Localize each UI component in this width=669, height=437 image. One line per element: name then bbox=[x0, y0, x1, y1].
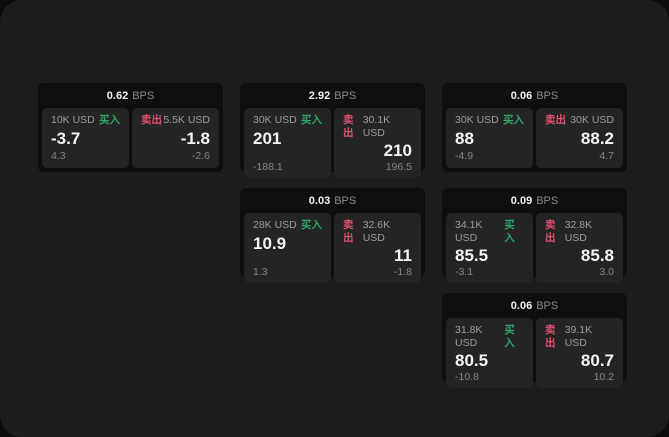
buy-label: 买入 bbox=[503, 114, 524, 126]
quote-card: 2.92 BPS 30K USD 买入 201 -188.1 卖出 30.1K … bbox=[240, 83, 425, 179]
bps-value: 0.09 bbox=[510, 194, 533, 207]
sell-amount: 30.1K USD bbox=[362, 114, 391, 139]
sell-sub-value: -2.6 bbox=[191, 150, 210, 163]
bps-header: 2.92 BPS bbox=[240, 83, 425, 108]
buy-panel[interactable]: 10K USD 买入 -3.7 4.3 bbox=[42, 108, 129, 168]
sell-panel[interactable]: 卖出 30K USD 88.2 4.7 bbox=[536, 108, 623, 168]
sell-panel[interactable]: 卖出 5.5K USD -1.8 -2.6 bbox=[132, 108, 219, 168]
buy-sub-value: -10.8 bbox=[455, 370, 479, 383]
bps-header: 0.62 BPS bbox=[38, 83, 223, 108]
sell-panel[interactable]: 卖出 32.8K USD 85.8 3.0 bbox=[536, 213, 623, 284]
buy-amount: 30K USD bbox=[253, 114, 297, 126]
buy-sub-value: -3.1 bbox=[455, 265, 474, 278]
sell-amount: 32.6K USD bbox=[362, 219, 391, 244]
buy-price: 88 bbox=[455, 128, 474, 148]
sell-sub-value: 10.2 bbox=[593, 370, 614, 383]
sell-amount: 39.1K USD bbox=[564, 324, 593, 349]
sell-amount: 32.8K USD bbox=[564, 219, 593, 244]
quote-card: 0.03 BPS 28K USD 买入 10.9 1.3 卖出 32.6K US… bbox=[240, 188, 425, 284]
sell-sub-value: -1.8 bbox=[393, 265, 412, 278]
sell-price: 88.2 bbox=[580, 128, 614, 148]
buy-sub-value: -4.9 bbox=[455, 150, 474, 163]
bps-value: 0.62 bbox=[106, 89, 129, 102]
buy-price: -3.7 bbox=[51, 128, 81, 148]
buy-label: 买入 bbox=[301, 219, 322, 231]
quote-card: 0.06 BPS 30K USD 买入 88 -4.9 卖出 30K USD bbox=[442, 83, 627, 172]
buy-price: 10.9 bbox=[253, 233, 287, 253]
buy-amount: 34.1K USD bbox=[455, 219, 483, 244]
sell-label: 卖出 bbox=[343, 219, 354, 244]
sell-sub-value: 3.0 bbox=[599, 265, 614, 278]
sell-label: 卖出 bbox=[343, 114, 354, 139]
buy-panel[interactable]: 30K USD 买入 88 -4.9 bbox=[446, 108, 533, 168]
sell-amount: 30K USD bbox=[570, 114, 614, 126]
buy-label: 买入 bbox=[99, 114, 120, 126]
sell-price: 80.7 bbox=[580, 351, 614, 371]
buy-label: 买入 bbox=[301, 114, 322, 126]
buy-panel[interactable]: 30K USD 买入 201 -188.1 bbox=[244, 108, 331, 179]
bps-unit-label: BPS bbox=[334, 194, 357, 207]
sell-label: 卖出 bbox=[545, 219, 556, 244]
bps-header: 0.09 BPS bbox=[442, 188, 627, 213]
sell-panel[interactable]: 卖出 30.1K USD 210 196.5 bbox=[334, 108, 421, 179]
buy-amount: 31.8K USD bbox=[455, 324, 483, 349]
bps-unit-label: BPS bbox=[536, 89, 559, 102]
buy-label: 买入 bbox=[504, 219, 515, 244]
sell-sub-value: 4.7 bbox=[599, 150, 614, 163]
sell-label: 卖出 bbox=[545, 324, 556, 349]
sell-label: 卖出 bbox=[141, 114, 162, 126]
sell-price: 11 bbox=[394, 246, 412, 266]
bps-unit-label: BPS bbox=[536, 299, 559, 312]
bps-header: 0.06 BPS bbox=[442, 83, 627, 108]
card-body: 28K USD 买入 10.9 1.3 卖出 32.6K USD 11 -1.8 bbox=[240, 213, 425, 287]
sell-price: -1.8 bbox=[180, 128, 210, 148]
bps-unit-label: BPS bbox=[334, 89, 357, 102]
bps-unit-label: BPS bbox=[536, 194, 559, 207]
buy-price: 85.5 bbox=[455, 246, 489, 266]
sell-sub-value: 196.5 bbox=[385, 160, 412, 173]
quote-card: 0.06 BPS 31.8K USD 买入 80.5 -10.8 卖出 39.1… bbox=[442, 293, 627, 389]
sell-amount: 5.5K USD bbox=[163, 114, 210, 126]
bps-unit-label: BPS bbox=[132, 89, 155, 102]
card-body: 34.1K USD 买入 85.5 -3.1 卖出 32.8K USD 85.8… bbox=[442, 213, 627, 287]
buy-price: 80.5 bbox=[455, 351, 489, 371]
quote-card: 0.62 BPS 10K USD 买入 -3.7 4.3 卖出 5.5K USD bbox=[38, 83, 223, 172]
buy-amount: 28K USD bbox=[253, 219, 297, 231]
bps-header: 0.06 BPS bbox=[442, 293, 627, 318]
buy-amount: 30K USD bbox=[455, 114, 499, 126]
card-body: 30K USD 买入 88 -4.9 卖出 30K USD 88.2 4.7 bbox=[442, 108, 627, 172]
bps-value: 0.06 bbox=[510, 299, 533, 312]
buy-sub-value: 4.3 bbox=[51, 150, 66, 163]
buy-panel[interactable]: 34.1K USD 买入 85.5 -3.1 bbox=[446, 213, 533, 284]
buy-label: 买入 bbox=[504, 324, 515, 349]
buy-amount: 10K USD bbox=[51, 114, 95, 126]
bps-value: 0.06 bbox=[510, 89, 533, 102]
card-body: 30K USD 买入 201 -188.1 卖出 30.1K USD 210 1… bbox=[240, 108, 425, 182]
buy-price: 201 bbox=[253, 128, 282, 148]
buy-panel[interactable]: 28K USD 买入 10.9 1.3 bbox=[244, 213, 331, 284]
buy-panel[interactable]: 31.8K USD 买入 80.5 -10.8 bbox=[446, 318, 533, 389]
quote-card-grid: 0.62 BPS 10K USD 买入 -3.7 4.3 卖出 5.5K USD bbox=[38, 83, 627, 389]
card-body: 31.8K USD 买入 80.5 -10.8 卖出 39.1K USD 80.… bbox=[442, 318, 627, 392]
buy-sub-value: -188.1 bbox=[253, 160, 283, 173]
sell-panel[interactable]: 卖出 32.6K USD 11 -1.8 bbox=[334, 213, 421, 284]
bps-value: 0.03 bbox=[308, 194, 331, 207]
bps-header: 0.03 BPS bbox=[240, 188, 425, 213]
sell-price: 210 bbox=[383, 141, 412, 161]
buy-sub-value: 1.3 bbox=[253, 265, 268, 278]
card-body: 10K USD 买入 -3.7 4.3 卖出 5.5K USD -1.8 -2.… bbox=[38, 108, 223, 172]
sell-price: 85.8 bbox=[580, 246, 614, 266]
bps-value: 2.92 bbox=[308, 89, 331, 102]
sell-label: 卖出 bbox=[545, 114, 566, 126]
sell-panel[interactable]: 卖出 39.1K USD 80.7 10.2 bbox=[536, 318, 623, 389]
quote-card: 0.09 BPS 34.1K USD 买入 85.5 -3.1 卖出 32.8K… bbox=[442, 188, 627, 284]
